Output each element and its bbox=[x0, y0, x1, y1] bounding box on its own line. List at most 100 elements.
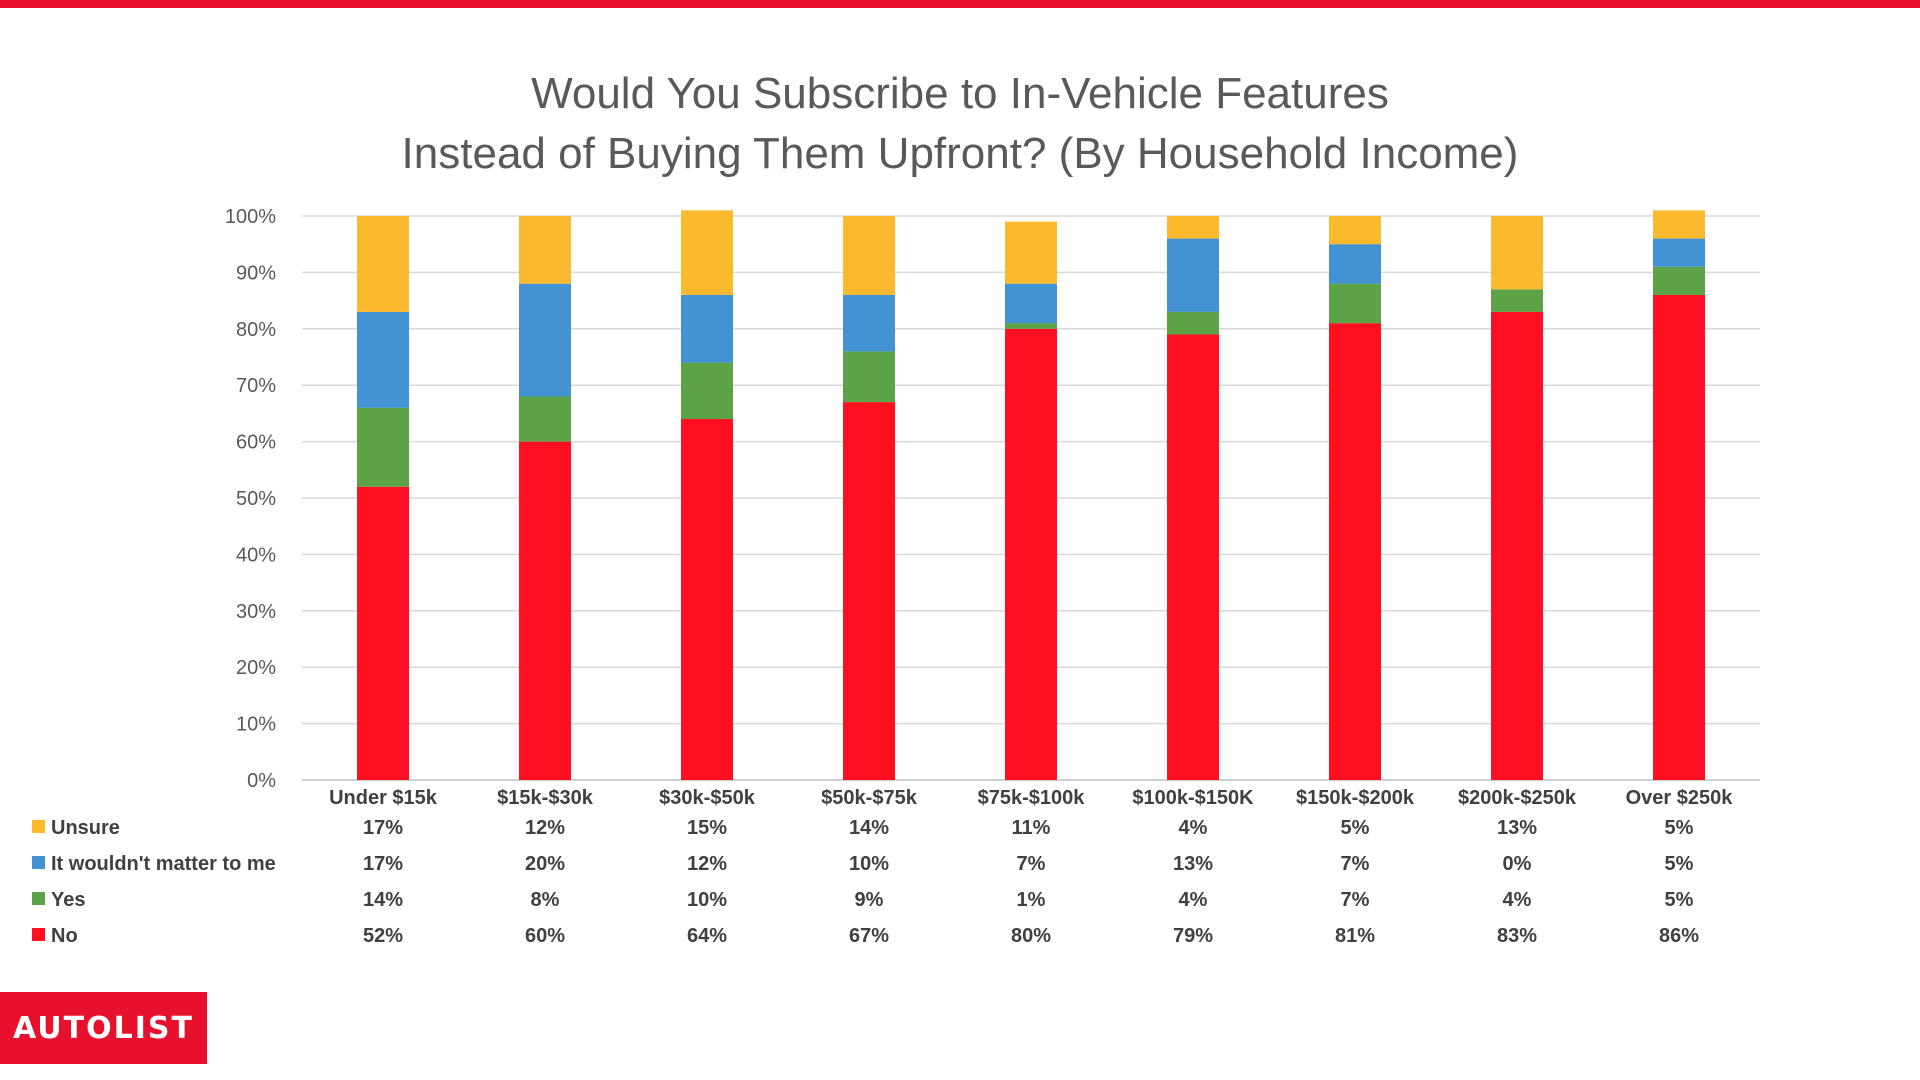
data-table-value: 12% bbox=[687, 853, 727, 875]
bar-segment bbox=[1491, 216, 1543, 290]
category-label: $50k-$75k bbox=[821, 787, 918, 809]
chart-title-line-1: Would You Subscribe to In-Vehicle Featur… bbox=[531, 69, 1389, 118]
category-label: $200k-$250k bbox=[1458, 787, 1577, 809]
bar-segment bbox=[357, 407, 409, 487]
bar-segment bbox=[1329, 283, 1381, 324]
data-table-value: 12% bbox=[525, 817, 565, 839]
bar-segment bbox=[681, 294, 733, 363]
chart-title-line-2: Instead of Buying Them Upfront? (By Hous… bbox=[401, 129, 1519, 178]
data-table-value: 60% bbox=[525, 925, 565, 947]
data-table-value: 67% bbox=[849, 925, 889, 947]
bar-segment bbox=[519, 396, 571, 442]
data-table-value: 0% bbox=[1503, 853, 1532, 875]
data-table-value: 5% bbox=[1665, 889, 1694, 911]
data-table-value: 7% bbox=[1341, 889, 1370, 911]
legend-swatch bbox=[32, 856, 45, 869]
category-label: Under $15k bbox=[329, 787, 438, 809]
legend-label: It wouldn't matter to me bbox=[51, 853, 276, 875]
data-table-value: 10% bbox=[849, 853, 889, 875]
data-table-value: 13% bbox=[1173, 853, 1213, 875]
y-tick-label: 30% bbox=[236, 601, 276, 623]
data-table-value: 52% bbox=[363, 925, 403, 947]
legend-swatch bbox=[32, 928, 45, 941]
data-table-value: 14% bbox=[849, 817, 889, 839]
bar-segment bbox=[1329, 216, 1381, 245]
category-label: $75k-$100k bbox=[978, 787, 1086, 809]
category-label: $30k-$50k bbox=[659, 787, 756, 809]
data-table-value: 17% bbox=[363, 853, 403, 875]
data-table-value: 4% bbox=[1503, 889, 1532, 911]
data-table-value: 80% bbox=[1011, 925, 1051, 947]
bar-segment bbox=[1653, 266, 1705, 295]
data-table-value: 5% bbox=[1665, 817, 1694, 839]
bar-segment bbox=[1005, 323, 1057, 329]
y-tick-label: 60% bbox=[236, 432, 276, 454]
chart-title: Would You Subscribe to In-Vehicle Featur… bbox=[0, 64, 1920, 184]
data-table-value: 4% bbox=[1179, 817, 1208, 839]
bar-segment bbox=[1005, 328, 1057, 780]
data-table-value: 4% bbox=[1179, 889, 1208, 911]
bar-segment bbox=[357, 216, 409, 312]
category-label: $15k-$30k bbox=[497, 787, 594, 809]
y-tick-label: 80% bbox=[236, 319, 276, 341]
bar-segment bbox=[519, 283, 571, 397]
data-table-value: 9% bbox=[855, 889, 884, 911]
legend-label: Unsure bbox=[51, 817, 120, 839]
category-label: $150k-$200k bbox=[1296, 787, 1415, 809]
bar-segment bbox=[681, 419, 733, 780]
logo-text: AUTOLIST bbox=[13, 1010, 194, 1046]
data-table-value: 7% bbox=[1017, 853, 1046, 875]
bar-segment bbox=[1491, 289, 1543, 312]
bar-segment bbox=[843, 402, 895, 780]
bar-segment bbox=[1167, 334, 1219, 780]
legend-label: No bbox=[51, 925, 78, 947]
legend-label: Yes bbox=[51, 889, 85, 911]
data-table-value: 13% bbox=[1497, 817, 1537, 839]
y-tick-label: 0% bbox=[247, 770, 276, 792]
bar-segment bbox=[843, 294, 895, 352]
bar-segment bbox=[843, 351, 895, 403]
legend-swatch bbox=[32, 820, 45, 833]
category-label: $100k-$150K bbox=[1132, 787, 1254, 809]
y-tick-label: 100% bbox=[225, 206, 276, 228]
bar-segment bbox=[1005, 221, 1057, 284]
data-table-value: 1% bbox=[1017, 889, 1046, 911]
autolist-logo: AUTOLIST bbox=[0, 992, 207, 1064]
data-table-value: 17% bbox=[363, 817, 403, 839]
bar-segment bbox=[357, 311, 409, 408]
data-table-value: 5% bbox=[1341, 817, 1370, 839]
data-table-value: 79% bbox=[1173, 925, 1213, 947]
y-tick-label: 40% bbox=[236, 544, 276, 566]
bar-segment bbox=[1491, 311, 1543, 780]
y-tick-label: 10% bbox=[236, 714, 276, 736]
data-table-value: 7% bbox=[1341, 853, 1370, 875]
data-table-value: 81% bbox=[1335, 925, 1375, 947]
bar-segment bbox=[1653, 294, 1705, 780]
data-table-value: 14% bbox=[363, 889, 403, 911]
y-tick-label: 50% bbox=[236, 488, 276, 510]
bar-segment bbox=[1167, 238, 1219, 312]
category-label: Over $250k bbox=[1626, 787, 1734, 809]
bar-segment bbox=[681, 210, 733, 295]
data-table-value: 15% bbox=[687, 817, 727, 839]
data-table-value: 64% bbox=[687, 925, 727, 947]
bar-segment bbox=[519, 216, 571, 284]
bar-segment bbox=[519, 441, 571, 780]
bar-segment bbox=[681, 362, 733, 420]
bar-segment bbox=[1329, 244, 1381, 284]
data-table-value: 83% bbox=[1497, 925, 1537, 947]
legend-swatch bbox=[32, 892, 45, 905]
data-table-value: 5% bbox=[1665, 853, 1694, 875]
bar-segment bbox=[1653, 210, 1705, 239]
data-table-value: 8% bbox=[531, 889, 560, 911]
bar-segment bbox=[357, 486, 409, 780]
bar-segment bbox=[1005, 283, 1057, 324]
data-table-value: 11% bbox=[1012, 817, 1051, 839]
bar-segment bbox=[843, 216, 895, 295]
bar-segment bbox=[1167, 216, 1219, 239]
y-tick-label: 20% bbox=[236, 657, 276, 679]
data-table-value: 20% bbox=[525, 853, 565, 875]
y-tick-label: 90% bbox=[236, 262, 276, 284]
data-table-value: 10% bbox=[687, 889, 727, 911]
